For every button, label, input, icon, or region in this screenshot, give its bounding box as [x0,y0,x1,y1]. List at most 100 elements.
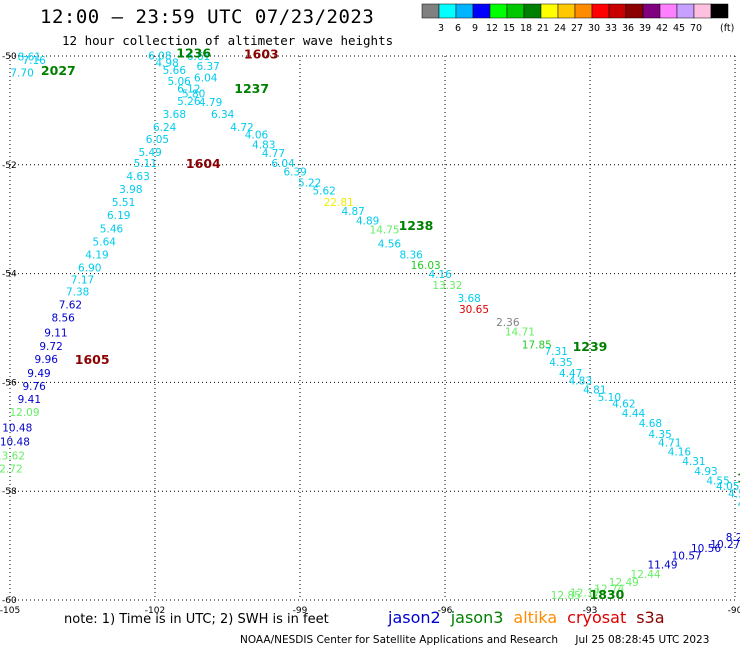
wave-height-value: 7.31 [544,346,567,358]
wave-height-value: 3.98 [119,184,142,196]
colorbar-tick-label: 12 [486,23,498,34]
lat-tick-label: -50 [2,52,17,62]
pass-time-label: 1238 [399,218,434,233]
pass-time-label: 1237 [234,81,269,96]
colorbar-tick-label: 30 [588,23,600,34]
lon-tick-label: -90 [728,606,740,616]
footer-note: note: 1) Time is in UTC; 2) SWH is in fe… [64,612,329,627]
colorbar: 3 6 9 12 15 18 21 24 27 30 33 36 39 42 45 70 (ft) [421,3,734,34]
wave-height-value: 6.04 [194,73,218,85]
wave-height-value: 4.79 [199,97,222,109]
wave-height-value: 5.80 [182,88,205,100]
wave-height-value: 12.17 [570,588,600,600]
wave-height-value: 7.70 [10,68,33,80]
colorbar-swatch [710,3,729,19]
pass-time-label: 1603 [244,47,279,62]
wave-height-value: 5.51 [112,197,135,209]
wave-height-value: 2.36 [496,317,520,329]
wave-height-value: 6.05 [146,134,169,146]
pass-time-label: 1236 [176,46,211,61]
colorbar-tick-label: 6 [455,23,461,34]
wave-height-value: 4.81 [583,384,606,396]
wave-height-value: 6.37 [196,61,219,73]
lat-tick-label: -60 [2,596,17,606]
page-title: 12:00 – 23:59 UTC 07/23/2023 [40,6,375,28]
wave-height-map: -105 -102 -99 -96 -93 -90 -50 -52 -54 -56 -58 -60 8.… [0,46,740,616]
wave-height-value: 5.49 [138,147,161,159]
wave-height-value: 5.06 [167,76,191,88]
wave-height-value: 9.76 [22,381,46,393]
wave-height-value: 10.57 [672,551,702,563]
wave-height-value: 4.19 [85,249,108,261]
wave-height-value: 4.89 [356,216,379,228]
wave-height-value: 6.34 [211,109,235,121]
wave-height-value: 16.03 [411,260,441,272]
lat-tick-label: -58 [2,487,17,497]
wave-height-value: 4.31 [682,456,705,468]
wave-height-value: 9.11 [44,328,67,340]
wave-height-value: 3.68 [457,293,480,305]
wave-height-value: 5.11 [134,158,157,170]
wave-height-value: 5.26 [177,96,201,108]
pass-time-label: 1239 [573,339,608,354]
satellite-legend-item: s3a [636,608,665,627]
lat-tick-label: -54 [2,270,17,280]
wave-height-value: 6.90 [78,262,101,274]
wave-height-value: 4.57 [728,489,740,501]
wave-height-value: 4.87 [341,206,364,218]
wave-height-value: 14.71 [505,327,535,339]
colorbar-tick-label: 70 [690,23,702,34]
wave-height-value: 4.55 [706,476,729,488]
wave-height-value: 6.19 [107,210,130,222]
colorbar-tick-label: 39 [639,23,651,34]
wave-height-value: 4.06 [245,130,269,142]
wave-height-value: 5.62 [312,186,335,198]
colorbar-tick-label: 24 [554,23,566,34]
wave-height-value: 11.49 [647,559,677,571]
wave-height-value: 5.64 [93,236,117,248]
credit-line: NOAA/NESDIS Center for Satellite Applica… [240,634,709,646]
wave-height-value: 12.09 [9,407,39,419]
wave-height-value: 12.49 [609,577,639,589]
wave-height-value: 8.61 [18,51,41,63]
colorbar-tick-label: 45 [673,23,685,34]
pass-time-label: 1240 [737,470,740,485]
wave-height-value: 14.75 [370,224,400,236]
wave-height-value: 8.56 [51,312,75,324]
satellite-legend-item: jason2 [388,608,441,627]
lat-tick-label: -56 [2,378,17,388]
colorbar-unit: (ft) [720,23,734,34]
wave-height-value: 12.44 [631,569,661,581]
lon-tick-label: -102 [145,606,165,616]
wave-height-value: 4.77 [262,148,285,160]
wave-height-value: 9.96 [35,354,59,366]
colorbar-tick-label: 27 [571,23,583,34]
wave-height-value: 5.22 [298,178,321,190]
wave-height-value: 4.71 [658,438,681,450]
lon-tick-label: -105 [0,606,20,616]
wave-height-value: 4.81 [738,499,740,511]
wave-height-value: 4.05 [716,481,739,493]
wave-height-value: 6.24 [153,122,177,134]
timestamp: Jul 25 08:28:45 UTC 2023 [575,634,710,646]
wave-height-value: 7.16 [22,55,46,67]
wave-height-value: 10.56 [691,543,721,555]
wave-height-value: 6.39 [283,167,306,179]
wave-height-value: 4.47 [559,368,582,380]
lat-tick-label: -52 [2,161,17,171]
pass-time-label: 1830 [590,587,625,602]
wave-height-value: 9.41 [18,394,41,406]
wave-height-value: 3.68 [163,109,186,121]
credit-text: NOAA/NESDIS Center for Satellite Applica… [240,634,558,646]
wave-height-value: 7.38 [66,286,89,298]
wave-height-value: 5.66 [163,65,187,77]
lon-tick-label: -99 [293,606,308,616]
colorbar-tick-label: 33 [605,23,617,34]
wave-height-value: 8.21 [726,532,740,544]
wave-height-value: 4.68 [639,418,662,430]
pass-time-label: 1605 [75,352,110,367]
colorbar-tick-label: 15 [503,23,515,34]
wave-height-value: 5.46 [100,223,124,235]
wave-height-value: 4.56 [378,238,402,250]
wave-height-value: 9.72 [39,341,62,353]
